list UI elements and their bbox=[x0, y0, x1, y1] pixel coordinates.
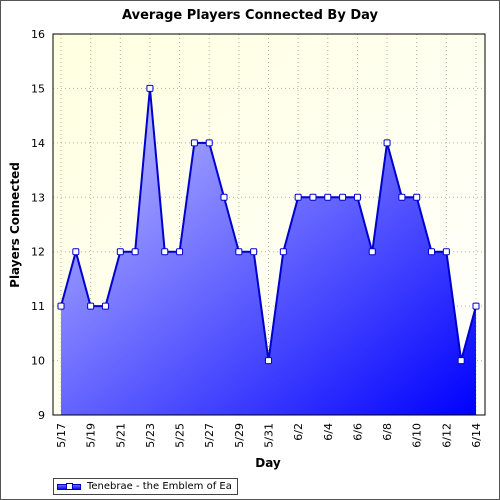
x-tick-label: 6/6 bbox=[351, 423, 364, 441]
data-point bbox=[309, 193, 317, 201]
data-point bbox=[250, 248, 258, 256]
x-tick-label: 6/8 bbox=[381, 423, 394, 441]
x-axis-label: Day bbox=[255, 456, 281, 470]
y-tick-label: 12 bbox=[31, 246, 45, 259]
data-point bbox=[101, 302, 109, 310]
data-point bbox=[176, 248, 184, 256]
y-tick-label: 10 bbox=[31, 355, 45, 368]
series-area bbox=[61, 88, 476, 416]
data-point bbox=[87, 302, 95, 310]
data-point bbox=[413, 193, 421, 201]
x-tick-label: 6/12 bbox=[440, 423, 453, 448]
legend: Tenebrae - the Emblem of Ea bbox=[53, 478, 238, 495]
x-tick-label: 6/2 bbox=[292, 423, 305, 441]
data-point bbox=[294, 193, 302, 201]
y-axis-ticks: 9 10 11 12 13 14 15 16 bbox=[31, 28, 45, 422]
data-point bbox=[161, 248, 169, 256]
x-tick-label: 5/23 bbox=[144, 423, 157, 448]
data-point bbox=[428, 248, 436, 256]
data-point bbox=[383, 139, 391, 147]
series-markers bbox=[57, 84, 480, 365]
data-point bbox=[457, 357, 465, 365]
x-axis-ticks: 5/17 5/19 5/21 5/23 5/25 5/27 5/29 5/31 6/2 6/4 6/… bbox=[55, 423, 483, 448]
x-tick-label: 6/14 bbox=[470, 423, 483, 448]
y-tick-label: 14 bbox=[31, 137, 45, 150]
x-tick-label: 5/31 bbox=[263, 423, 276, 448]
data-point bbox=[146, 84, 154, 92]
data-point bbox=[116, 248, 124, 256]
data-point bbox=[368, 248, 376, 256]
x-tick-label: 5/29 bbox=[233, 423, 246, 448]
y-tick-label: 9 bbox=[38, 409, 45, 422]
legend-label: Tenebrae - the Emblem of Ea bbox=[87, 481, 232, 492]
x-tick-label: 5/25 bbox=[174, 423, 187, 448]
data-point bbox=[398, 193, 406, 201]
x-tick-label: 5/27 bbox=[203, 423, 216, 448]
data-point bbox=[57, 302, 65, 310]
y-tick-label: 11 bbox=[31, 300, 45, 313]
legend-swatch bbox=[57, 482, 81, 491]
data-point bbox=[220, 193, 228, 201]
x-tick-label: 5/19 bbox=[85, 423, 98, 448]
data-point bbox=[265, 357, 272, 365]
data-point bbox=[205, 139, 213, 147]
data-point bbox=[324, 193, 332, 201]
data-point bbox=[339, 193, 347, 201]
x-tick-label: 5/21 bbox=[114, 423, 127, 448]
plot-border bbox=[52, 33, 486, 416]
data-point bbox=[353, 193, 361, 201]
data-point bbox=[472, 302, 480, 310]
chart-title: Average Players Connected By Day bbox=[122, 8, 378, 23]
data-point bbox=[72, 248, 80, 256]
x-tick-label: 5/17 bbox=[55, 423, 68, 448]
data-point bbox=[279, 248, 287, 256]
data-point bbox=[131, 248, 139, 256]
x-tick-label: 6/4 bbox=[322, 423, 335, 441]
y-tick-label: 13 bbox=[31, 191, 45, 204]
y-tick-label: 15 bbox=[31, 82, 45, 95]
data-point bbox=[235, 248, 243, 256]
x-tick-label: 6/10 bbox=[411, 423, 424, 448]
data-point bbox=[442, 248, 450, 256]
data-point bbox=[190, 139, 198, 147]
y-tick-label: 16 bbox=[31, 28, 45, 41]
